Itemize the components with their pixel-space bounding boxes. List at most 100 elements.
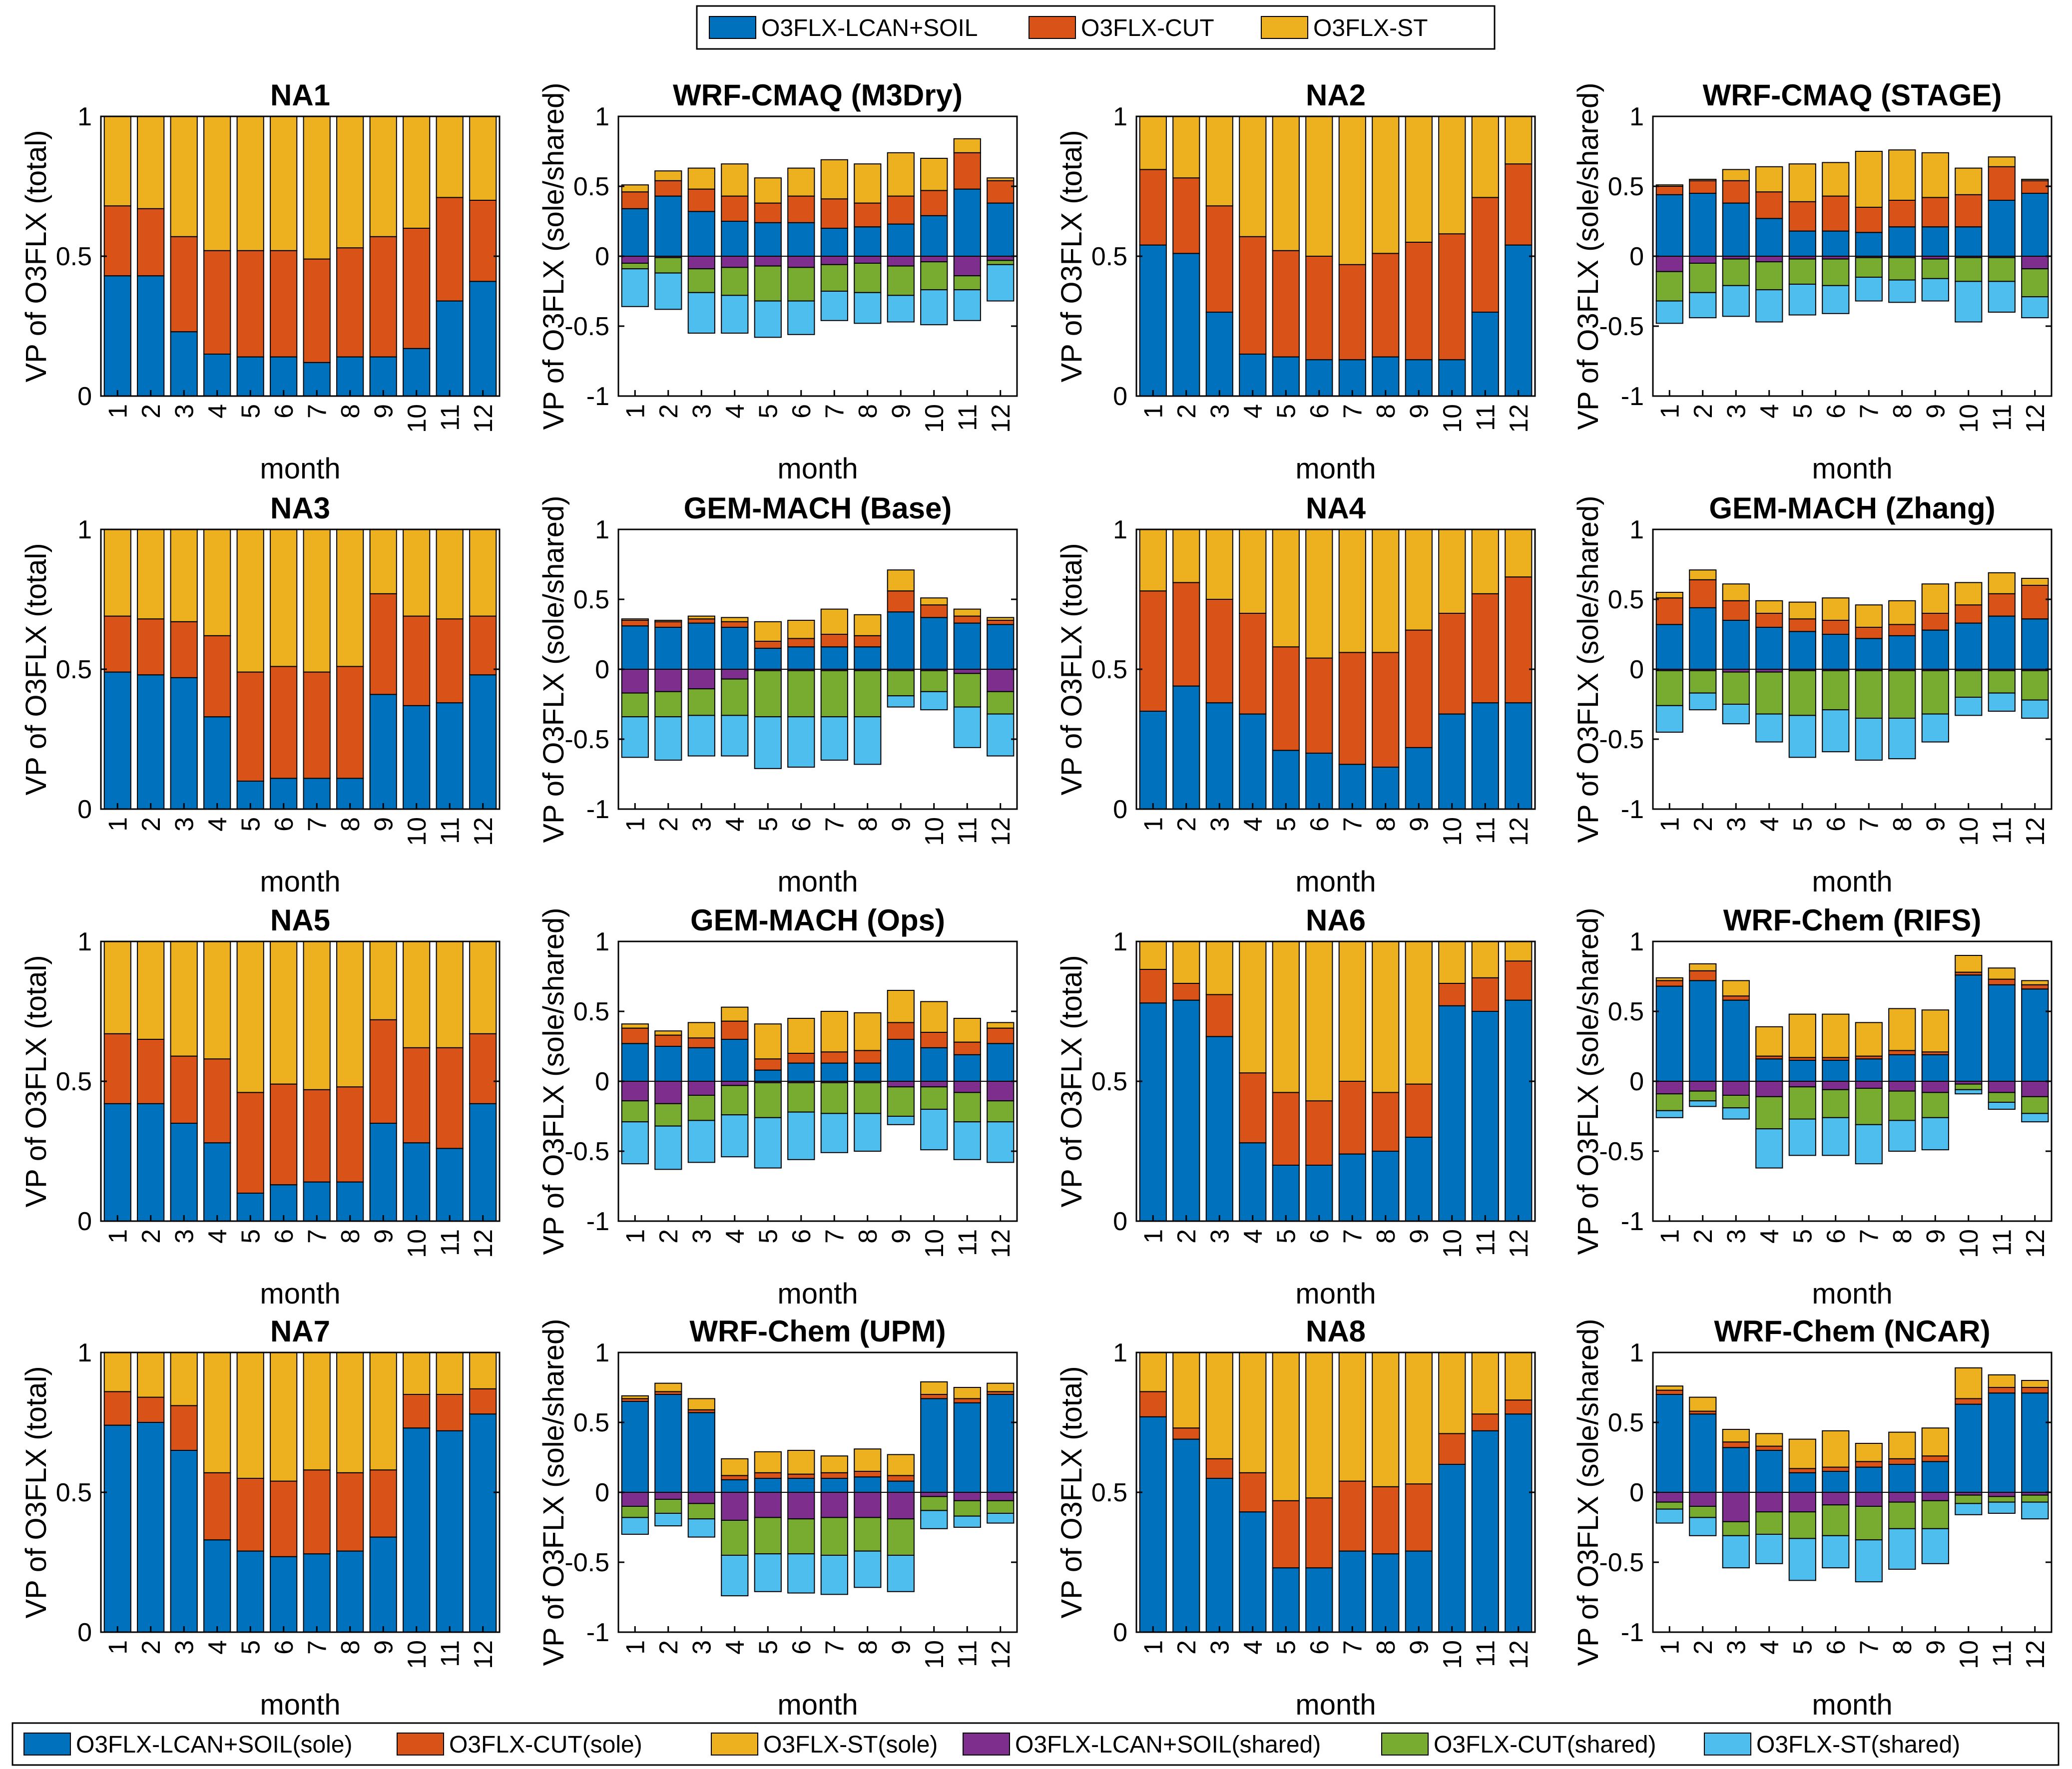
bar-segment-o3flx-cut-shared-month-11 <box>953 1092 981 1123</box>
bar-segment-o3flx-cut-sole-month-10 <box>1955 194 1983 228</box>
y-tick-label: -1 <box>586 1207 609 1236</box>
bar-segment-o3flx-lcan-soil-sole-month-2 <box>1689 193 1717 257</box>
bar-segment-o3flx-lcan-soil-sole-month-7 <box>820 1062 848 1082</box>
bar-segment-o3flx-st-shared-month-2 <box>1689 1100 1717 1107</box>
x-tick-label: 7 <box>820 404 849 419</box>
x-tick-label: 7 <box>820 817 849 832</box>
y-axis-label: VP of O3FLX (total) <box>20 130 52 382</box>
x-tick-label: 1 <box>103 1229 132 1244</box>
bar-segment-o3flx-st-month-9 <box>1405 1352 1433 1485</box>
legend-label-lcan-soil-sole: O3FLX-LCAN+SOIL(sole) <box>76 1732 353 1758</box>
bar-segment-o3flx-cut-month-6 <box>1305 657 1333 754</box>
bar-segment-o3flx-cut-month-1 <box>1139 969 1167 1004</box>
bar-segment-o3flx-lcan-soil-month-1 <box>1139 711 1167 810</box>
legend-label-st-sole: O3FLX-ST(sole) <box>763 1732 938 1758</box>
bar-segment-o3flx-cut-shared-month-3 <box>687 268 715 293</box>
x-axis-label: month <box>777 452 858 485</box>
bar-segment-o3flx-st-sole-month-1 <box>1655 1385 1683 1391</box>
bar-segment-o3flx-cut-sole-month-2 <box>654 180 682 197</box>
bar-segment-o3flx-st-month-12 <box>469 941 497 1034</box>
panel-title: NA7 <box>270 1315 330 1348</box>
bar-segment-o3flx-lcan-soil-month-3 <box>170 1450 198 1633</box>
bar-segment-o3flx-st-shared-month-3 <box>687 715 715 757</box>
bar-segment-o3flx-st-sole-month-9 <box>887 1454 915 1476</box>
x-tick-label: 6 <box>1822 817 1851 832</box>
legend-swatch-cut-sole <box>397 1733 444 1756</box>
bar-segment-o3flx-lcan-soil-sole-month-1 <box>1655 985 1683 1082</box>
bar-segment-o3flx-st-month-11 <box>436 1352 464 1395</box>
x-tick-label: 5 <box>754 817 783 832</box>
bar-segment-o3flx-lcan-soil-sole-month-2 <box>654 1046 682 1082</box>
bar-segment-o3flx-st-shared-month-4 <box>721 1114 749 1158</box>
bar-segment-o3flx-st-sole-month-6 <box>1822 1430 1850 1468</box>
x-tick-label: 6 <box>787 1640 816 1655</box>
bar-segment-o3flx-cut-month-3 <box>1205 994 1233 1037</box>
y-tick-label: 0.5 <box>56 655 92 684</box>
bar-segment-o3flx-st-sole-month-10 <box>1955 582 1983 606</box>
bar-segment-o3flx-st-shared-month-2 <box>1689 692 1717 711</box>
bar-segment-o3flx-lcan-soil-sole-month-6 <box>1822 634 1850 670</box>
bar-segment-o3flx-lcan-soil-month-1 <box>103 671 131 810</box>
bar-segment-o3flx-st-shared-month-3 <box>1722 285 1750 317</box>
bar-segment-o3flx-lcan-soil-shared-month-1 <box>1655 1492 1683 1503</box>
x-tick-label: 4 <box>1239 1229 1268 1244</box>
bar-segment-o3flx-lcan-soil-sole-month-8 <box>854 1476 882 1493</box>
x-tick-label: 1 <box>1655 817 1684 832</box>
x-tick-label: 1 <box>621 1229 650 1244</box>
bar-segment-o3flx-cut-shared-month-1 <box>621 1506 649 1518</box>
bar-segment-o3flx-cut-month-8 <box>1372 1092 1400 1152</box>
bar-segment-o3flx-lcan-soil-sole-month-2 <box>654 627 682 670</box>
bar-segment-o3flx-st-sole-month-2 <box>1689 963 1717 971</box>
bar-segment-o3flx-lcan-soil-sole-month-2 <box>654 1394 682 1493</box>
bar-segment-o3flx-cut-shared-month-1 <box>621 263 649 270</box>
y-tick-label: 0 <box>595 1478 609 1507</box>
bar-segment-o3flx-cut-shared-month-3 <box>1722 671 1750 705</box>
bar-segment-o3flx-st-shared-month-6 <box>1822 1117 1850 1156</box>
bar-segment-o3flx-lcan-soil-shared-month-8 <box>1888 1492 1916 1503</box>
bar-segment-o3flx-st-month-6 <box>1305 529 1333 659</box>
bar-segment-o3flx-st-shared-month-3 <box>687 1120 715 1163</box>
bar-segment-o3flx-cut-month-11 <box>436 1394 464 1431</box>
bar-segment-o3flx-st-sole-month-6 <box>787 167 815 197</box>
bar-segment-o3flx-cut-month-4 <box>1239 1072 1267 1144</box>
bar-segment-o3flx-st-sole-month-10 <box>920 1001 948 1033</box>
bar-segment-o3flx-st-sole-month-1 <box>621 1395 649 1399</box>
plot-area <box>101 941 500 1221</box>
panel-title: WRF-CMAQ (STAGE) <box>1703 78 2002 112</box>
bar-segment-o3flx-st-sole-month-9 <box>887 569 915 592</box>
bar-segment-o3flx-st-month-9 <box>1405 941 1433 1085</box>
x-tick-label: 6 <box>1822 1640 1851 1655</box>
bar-segment-o3flx-st-sole-month-7 <box>1855 604 1883 628</box>
bar-segment-o3flx-cut-shared-month-5 <box>754 670 782 718</box>
bar-segment-o3flx-cut-sole-month-12 <box>2021 585 2049 620</box>
bar-segment-o3flx-lcan-soil-sole-month-3 <box>687 211 715 257</box>
bar-segment-o3flx-lcan-soil-shared-month-9 <box>1921 1492 1949 1501</box>
bar-segment-o3flx-st-shared-month-4 <box>721 1555 749 1597</box>
x-tick-label: 10 <box>1438 404 1467 433</box>
bar-segment-o3flx-lcan-soil-shared-month-7 <box>820 256 848 265</box>
bar-segment-o3flx-cut-month-3 <box>170 621 198 678</box>
y-axis-label: VP of O3FLX (total) <box>1055 1366 1088 1618</box>
bar-segment-o3flx-st-shared-month-6 <box>787 1553 815 1594</box>
bar-segment-o3flx-cut-sole-month-12 <box>2021 180 2049 194</box>
bar-segment-o3flx-st-shared-month-2 <box>654 272 682 310</box>
bar-segment-o3flx-cut-month-11 <box>1471 593 1499 704</box>
bar-segment-o3flx-lcan-soil-shared-month-4 <box>721 1081 749 1086</box>
bar-segment-o3flx-st-month-9 <box>369 116 397 237</box>
bar-segment-o3flx-lcan-soil-month-2 <box>1172 1438 1200 1633</box>
bar-segment-o3flx-cut-shared-month-7 <box>1855 257 1883 278</box>
bar-segment-o3flx-st-shared-month-7 <box>820 1555 848 1595</box>
bar-segment-o3flx-cut-sole-month-4 <box>1755 613 1783 628</box>
bar-segment-o3flx-lcan-soil-month-12 <box>469 281 497 397</box>
bar-segment-o3flx-st-month-7 <box>1338 1352 1366 1482</box>
x-tick-label: 5 <box>1272 817 1301 832</box>
bar-segment-o3flx-cut-month-5 <box>1272 1500 1300 1569</box>
x-tick-label: 2 <box>654 817 683 832</box>
bar-segment-o3flx-lcan-soil-month-11 <box>436 1148 464 1222</box>
bar-segment-o3flx-lcan-soil-shared-month-4 <box>1755 256 1783 263</box>
bar-segment-o3flx-st-shared-month-7 <box>820 716 848 761</box>
bar-segment-o3flx-st-month-10 <box>403 529 431 617</box>
